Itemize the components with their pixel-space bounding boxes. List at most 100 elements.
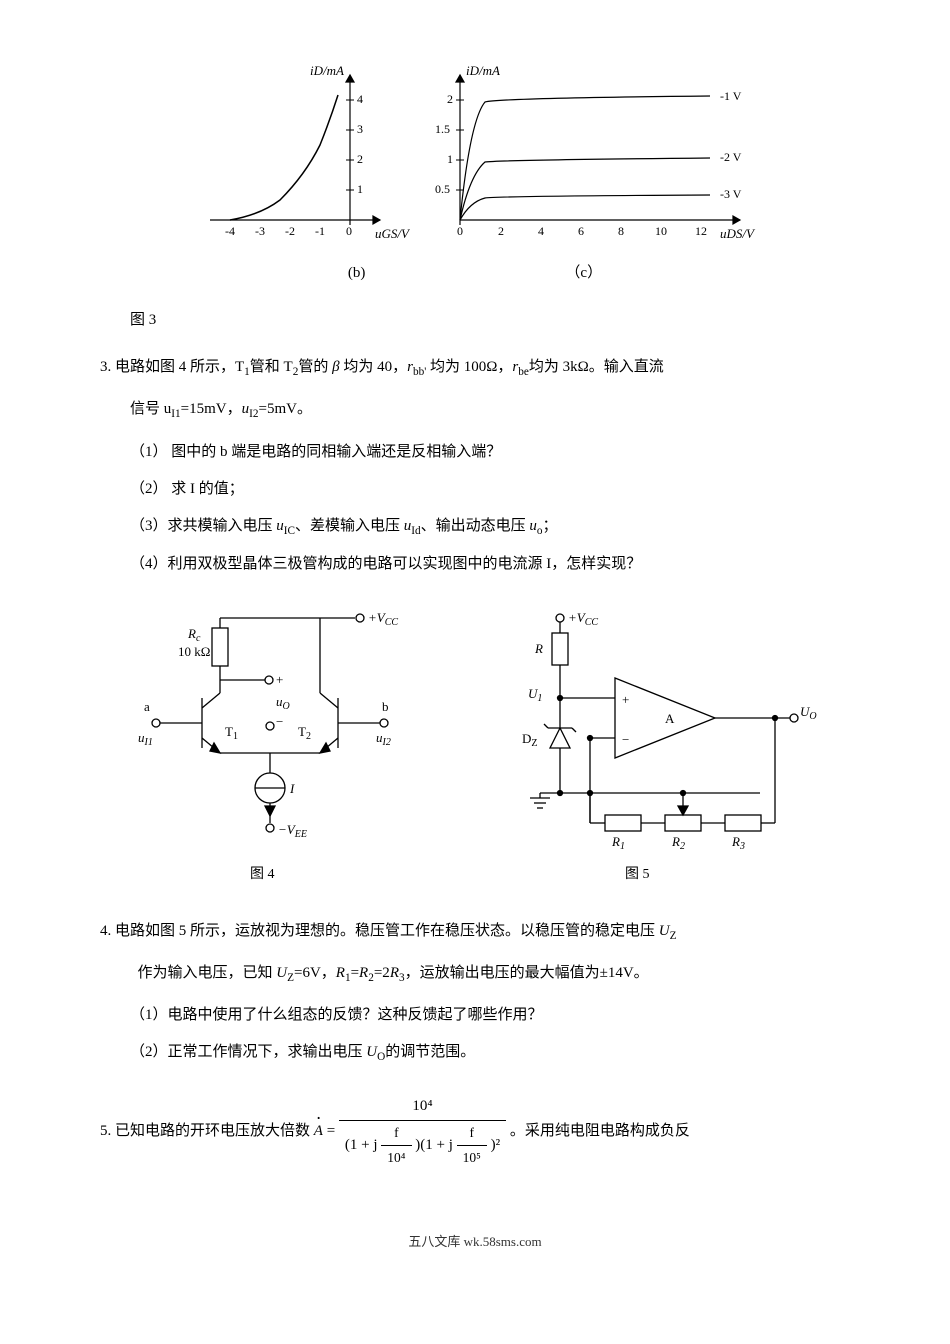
circuit4-caption: 图 4 — [250, 867, 275, 882]
t: (1 + j — [345, 1137, 378, 1153]
q5-line1: 5. 已知电路的开环电压放大倍数 A = 10⁴ (1 + j f 10⁴ )(… — [100, 1093, 850, 1171]
x-axis-label: uGS/V — [375, 226, 410, 241]
b-label: b — [382, 699, 389, 714]
uz: U — [659, 923, 670, 939]
t: 作为输入电压，已知 — [138, 965, 277, 981]
t: 、输出动态电压 — [421, 518, 530, 534]
xtick: 0 — [457, 224, 463, 238]
numerator: 10⁴ — [339, 1093, 506, 1121]
xtick: 12 — [695, 224, 707, 238]
r1: R — [336, 965, 345, 981]
r2-label: R2 — [671, 834, 685, 852]
t: )² — [491, 1137, 501, 1153]
q4-line1: 4. 电路如图 5 所示，运放视为理想的。稳压管工作在稳压状态。以稳压管的稳定电… — [100, 918, 850, 946]
f1: f — [381, 1121, 411, 1146]
vcc5-label: +VCC — [568, 610, 598, 628]
t: 、差模输入电压 — [295, 518, 404, 534]
t: 。采用纯电阻电路构成负反 — [510, 1123, 690, 1139]
t: =2 — [374, 965, 390, 981]
a-dot: A — [314, 1118, 323, 1145]
page-footer: 五八文库 wk.58sms.com — [100, 1230, 850, 1253]
xtick: 10 — [655, 224, 667, 238]
q3-line2: 信号 uI1=15mV，uI2=5mV。 — [130, 396, 850, 424]
t: I1 — [171, 408, 180, 420]
chart-b: -4 -3 -2 -1 0 1 2 3 4 iD/mA uGS/V — [180, 60, 410, 250]
ytick: 1 — [447, 152, 453, 166]
circuits-row: Rc 10 kΩ +VCC + uO − a uI1 T1 T2 b uI2 I… — [100, 598, 850, 888]
t: = — [351, 965, 359, 981]
t: 5. 已知电路的开环电压放大倍数 — [100, 1123, 314, 1139]
t: 管和 T — [250, 359, 293, 375]
xtick: -4 — [225, 224, 235, 238]
t: =6V， — [294, 965, 336, 981]
t: ，运放输出电压的最大幅值为±14V。 — [405, 965, 649, 981]
xtick: -2 — [285, 224, 295, 238]
t: 均为 3kΩ。输入直流 — [529, 359, 664, 375]
t: ； — [543, 518, 558, 534]
ytick: 4 — [357, 92, 363, 106]
t: IC — [284, 525, 295, 537]
t: Z — [670, 930, 677, 942]
xtick: 0 — [346, 224, 352, 238]
t: 均为 100Ω， — [426, 359, 512, 375]
rc-value: 10 kΩ — [178, 644, 210, 659]
q3-sub2: （2） 求 I 的值； — [130, 476, 850, 503]
t: Id — [411, 525, 420, 537]
figure-row-bc: -4 -3 -2 -1 0 1 2 3 4 iD/mA uGS/V — [100, 60, 850, 250]
circuit-5: +VCC R U1 DZ + − A UO R1 R2 R3 图 5 — [460, 598, 820, 888]
t: Z — [287, 972, 294, 984]
ui1-label: uI1 — [138, 730, 153, 748]
t: 4. 电路如图 5 所示，运放视为理想的。稳压管工作在稳压状态。以稳压管的稳定电… — [100, 923, 659, 939]
q3-sub3: （3）求共模输入电压 uIC、差模输入电压 uId、输出动态电压 uo； — [130, 513, 850, 541]
ui2-label: uI2 — [376, 730, 391, 748]
q3-line1: 3. 电路如图 4 所示，T1管和 T2管的 β 均为 40，rbb' 均为 1… — [100, 354, 850, 382]
q3-sub1: （1） 图中的 b 端是电路的同相输入端还是反相输入端？ — [130, 439, 850, 466]
curve-label: -1 V — [720, 89, 742, 103]
a-label: A — [665, 711, 675, 726]
uo-minus: − — [276, 714, 283, 729]
t1-label: T1 — [225, 724, 238, 742]
beta: β — [332, 359, 339, 375]
f2: f — [457, 1121, 487, 1146]
t: （2） 求 I 的值； — [130, 481, 244, 497]
t: bb' — [413, 366, 426, 378]
chart-b-label: (b) — [348, 260, 366, 287]
t: = — [323, 1123, 339, 1139]
denominator: (1 + j f 10⁴ )(1 + j f 10⁵ )² — [339, 1121, 506, 1171]
curve-label: -2 V — [720, 150, 742, 164]
q4-sub1: （1）电路中使用了什么组态的反馈？这种反馈起了哪些作用？ — [130, 1002, 850, 1029]
xtick: -3 — [255, 224, 265, 238]
u1-label: U1 — [528, 686, 542, 704]
vcc-label: +VCC — [368, 610, 398, 628]
y-axis-label: iD/mA — [310, 63, 344, 78]
fig-label-row: (b) （c） — [100, 260, 850, 287]
fig3-caption: 图 3 — [130, 307, 850, 334]
vee-label: −VEE — [278, 822, 307, 840]
t: 信号 u — [130, 401, 171, 417]
xtick: 6 — [578, 224, 584, 238]
ytick: 2 — [357, 152, 363, 166]
ui2: u — [242, 401, 250, 417]
chart-c: 0 2 4 6 8 10 12 0.5 1 1.5 2 iD/mA uDS/V — [430, 60, 770, 250]
xtick: 2 — [498, 224, 504, 238]
xtick: 8 — [618, 224, 624, 238]
r3-label: R3 — [731, 834, 745, 852]
curve-2v — [460, 158, 710, 220]
uic: u — [276, 518, 284, 534]
rc-label: Rc — [187, 626, 201, 644]
ytick: 1.5 — [435, 122, 450, 136]
ytick: 1 — [357, 182, 363, 196]
uz2: U — [276, 965, 287, 981]
t: =5mV。 — [258, 401, 311, 417]
ytick: 3 — [357, 122, 363, 136]
x-axis-label: uDS/V — [720, 226, 756, 241]
t2-label: T2 — [298, 724, 311, 742]
t: 均为 40， — [340, 359, 408, 375]
r2: R — [359, 965, 368, 981]
d1: 10⁴ — [381, 1146, 411, 1170]
circuit-4: Rc 10 kΩ +VCC + uO − a uI1 T1 T2 b uI2 I… — [130, 598, 410, 888]
minus-label: − — [622, 732, 629, 747]
ytick: 2 — [447, 92, 453, 106]
t: )(1 + j — [415, 1137, 453, 1153]
q5-fraction: 10⁴ (1 + j f 10⁴ )(1 + j f 10⁵ )² — [339, 1093, 506, 1171]
